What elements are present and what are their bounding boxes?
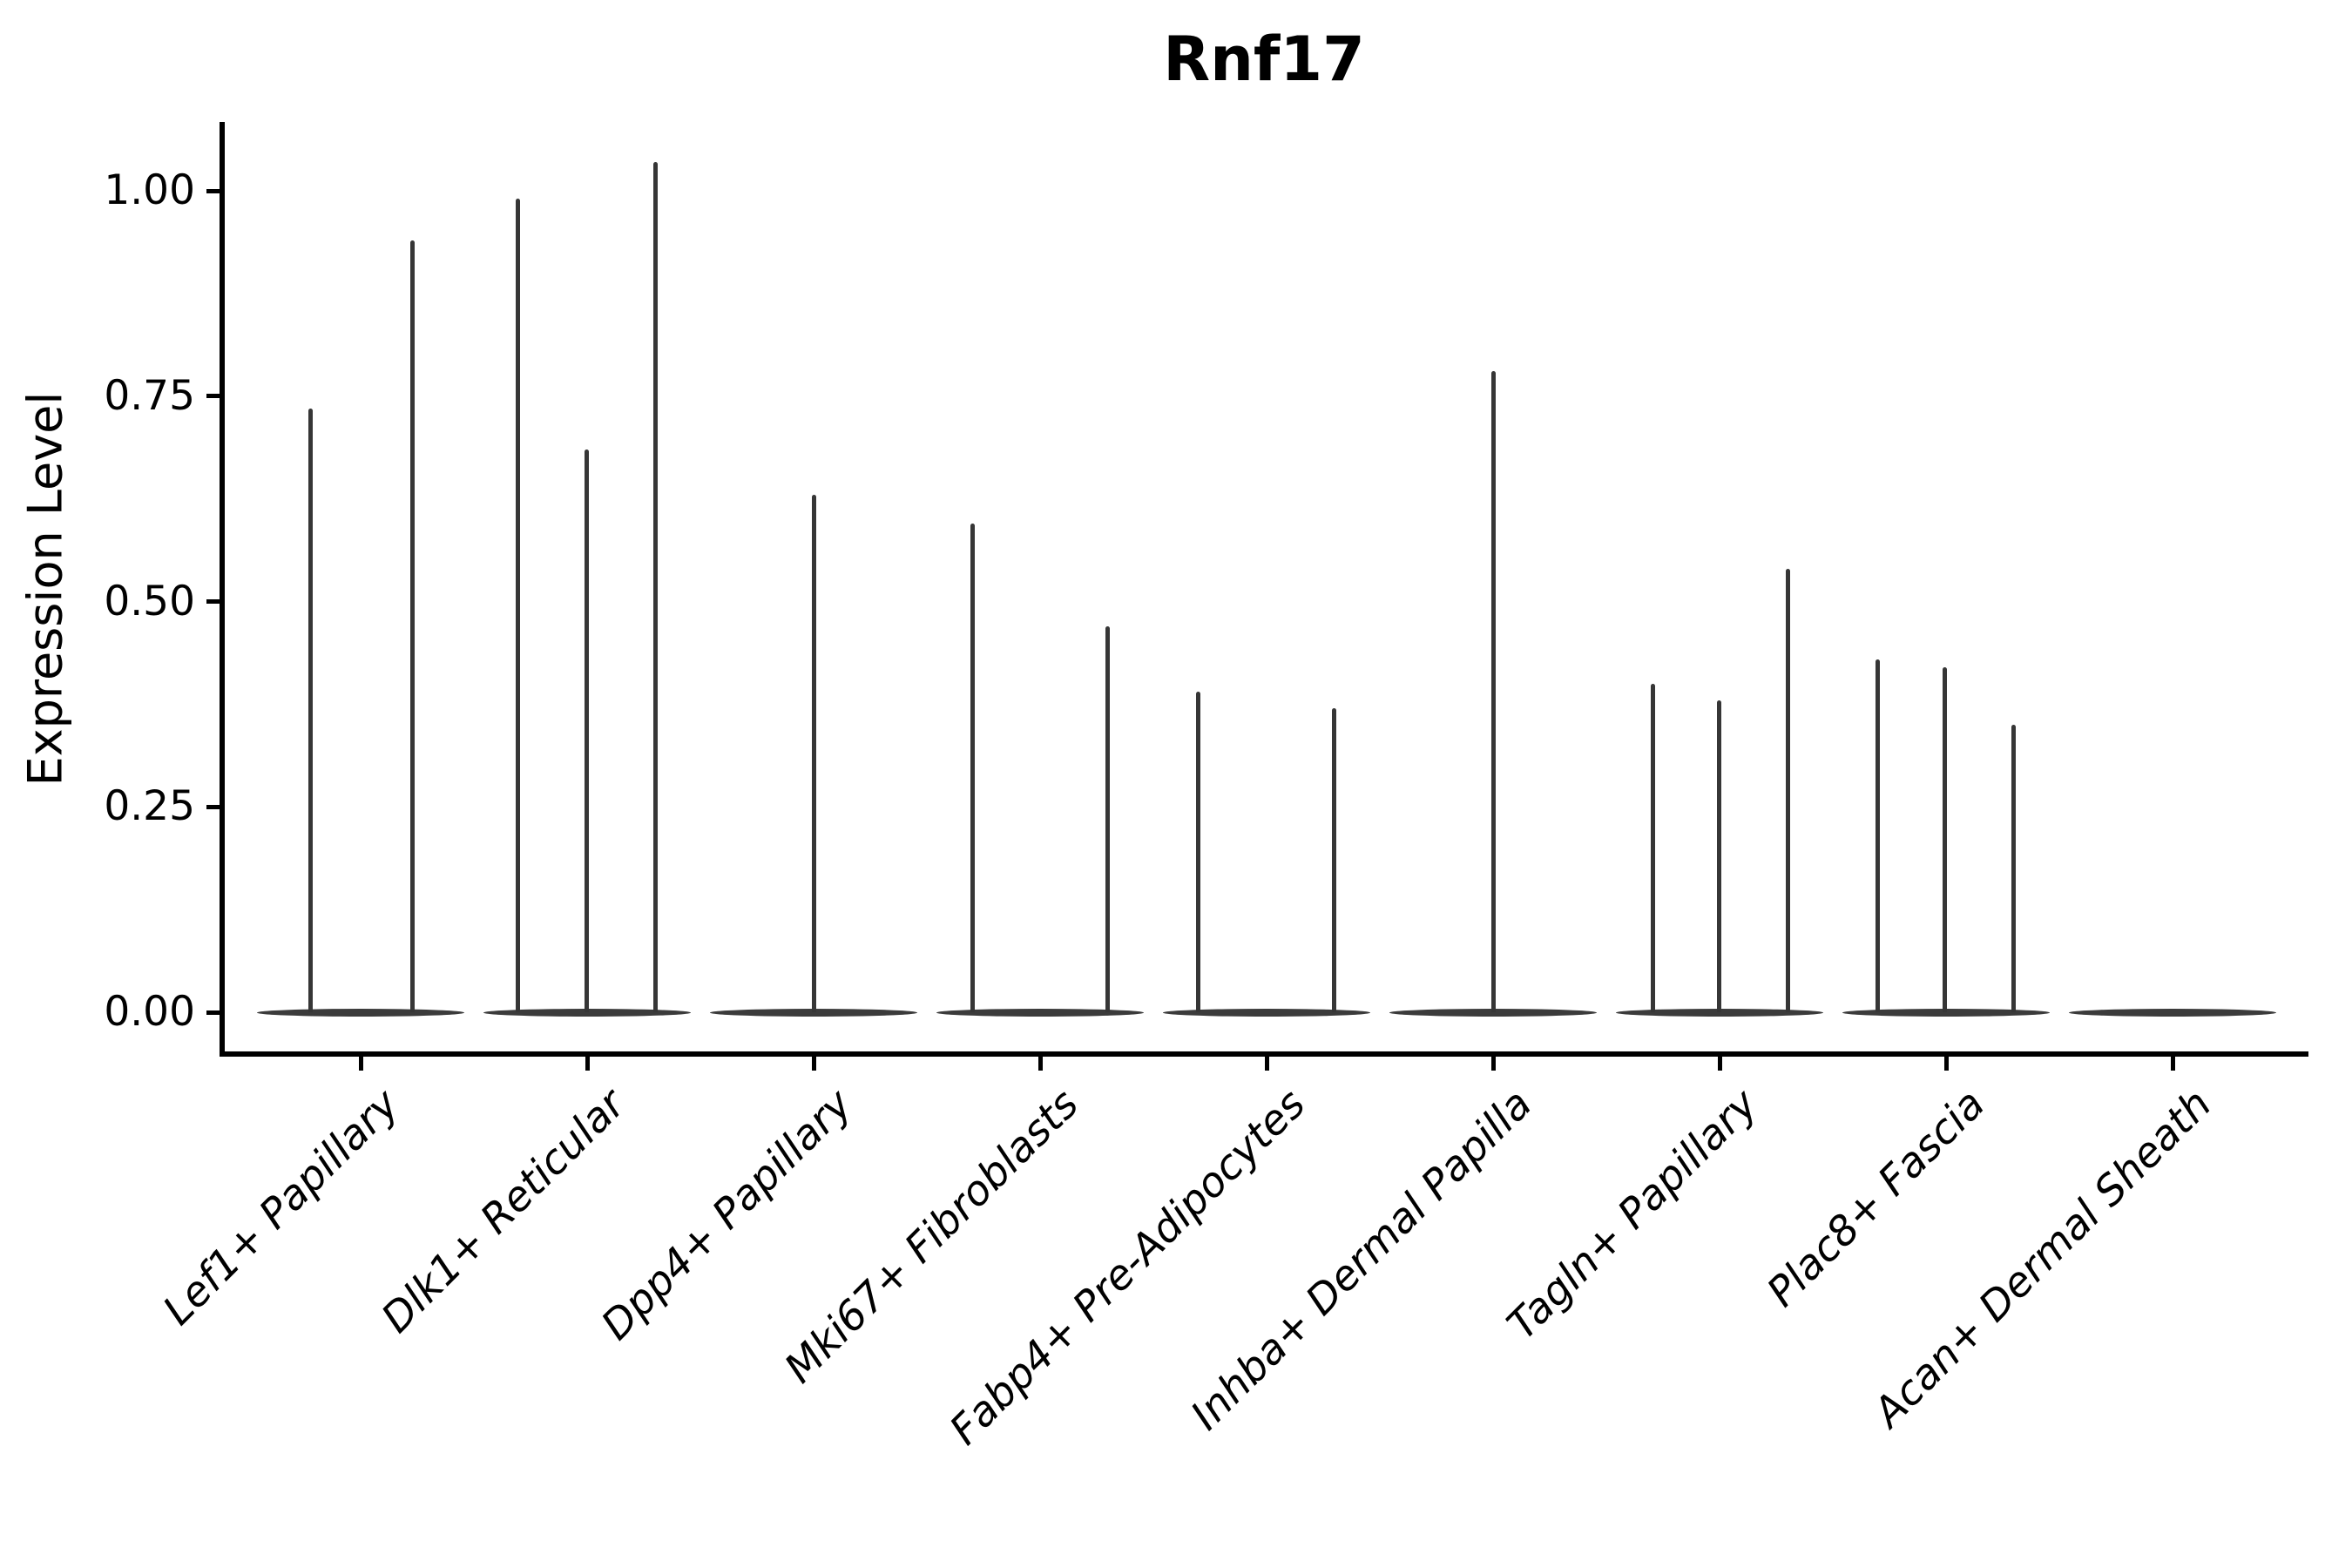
violin-spike [970,524,975,1012]
violin-spike [652,162,658,1012]
y-tick [206,599,220,604]
violin-spike [1942,667,1947,1012]
violin-spike [2011,725,2016,1012]
violin-spike [1875,659,1880,1012]
violin-baseline [257,1008,464,1017]
violin-baseline [710,1008,917,1017]
x-tick-label: Dpp4+ Papillary [591,1080,862,1350]
y-axis-spine [220,122,225,1057]
violin-spike [1105,626,1110,1012]
y-tick-label: 0.75 [104,371,195,420]
x-tick-label: Lef1+ Papillary [153,1080,409,1335]
x-tick [585,1057,590,1071]
violin-baseline [1163,1008,1370,1017]
y-tick [206,1010,220,1015]
violin-spike [1716,700,1721,1012]
violin-spike [1331,708,1336,1012]
x-tick [1490,1057,1496,1071]
x-tick [1037,1057,1043,1071]
x-axis-spine [220,1051,2308,1057]
x-tick-label: Dlk1+ Reticular [372,1080,635,1342]
y-tick [206,804,220,809]
violin-baseline [1616,1008,1823,1017]
y-tick [206,188,220,193]
y-tick-label: 0.25 [104,782,195,831]
x-tick [358,1057,363,1071]
violin-baseline [2069,1008,2276,1017]
violin-baseline [1842,1008,2050,1017]
violin-spike [1650,684,1655,1012]
x-tick [1943,1057,1949,1071]
violin-spike [1490,371,1496,1012]
y-tick-label: 0.50 [104,577,195,625]
violin-spike [1195,692,1200,1012]
x-tick-label: Plac8+ Fascia [1757,1080,1994,1317]
x-tick [2170,1057,2175,1071]
x-tick [1264,1057,1269,1071]
violin-spike [811,495,816,1012]
x-tick-label: Tagln+ Papillary [1498,1080,1767,1349]
violin-spike [515,199,520,1012]
violin-spike [409,240,415,1012]
y-tick-label: 0.00 [104,988,195,1036]
violin-baseline [1389,1008,1597,1017]
y-tick-label: 1.00 [104,166,195,214]
violin-spike [308,409,313,1012]
y-tick [206,394,220,399]
violin-baseline [936,1008,1144,1017]
violin-spike [1785,569,1790,1012]
violin-spike [584,449,589,1012]
x-tick [811,1057,816,1071]
x-tick [1717,1057,1722,1071]
violin-baseline [483,1008,691,1017]
chart-title: Rnf17 [1163,24,1365,95]
